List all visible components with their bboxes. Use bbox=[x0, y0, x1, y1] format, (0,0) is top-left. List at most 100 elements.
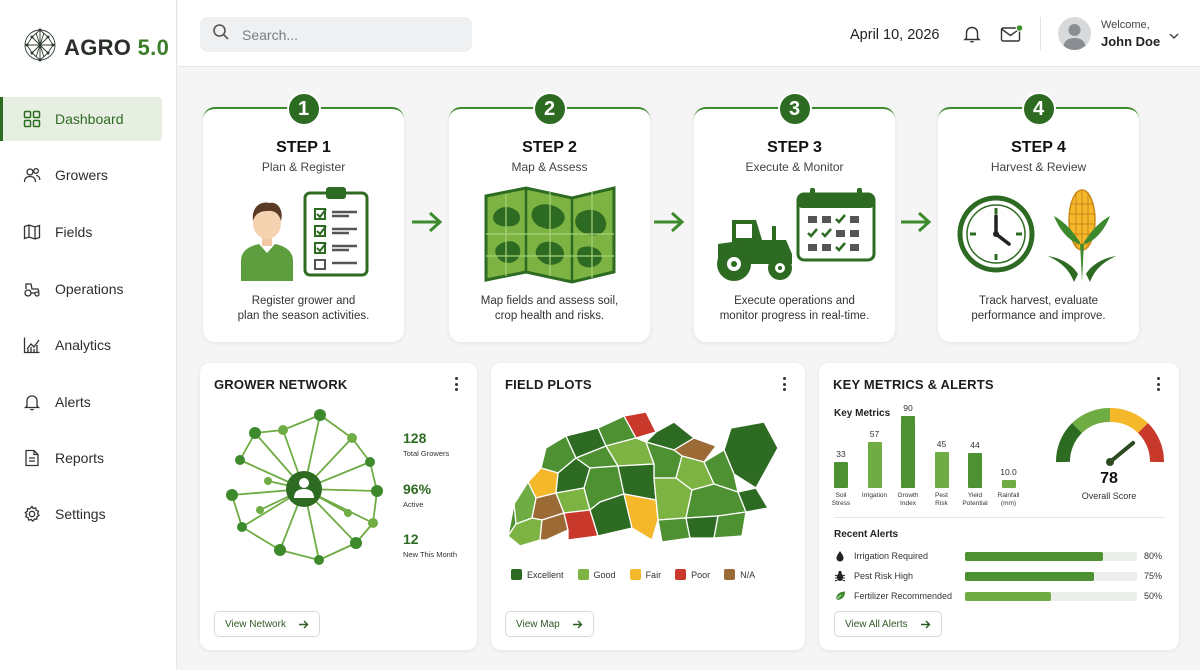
legend-item-good: Good bbox=[577, 569, 616, 580]
metric-value: 90 bbox=[903, 403, 913, 413]
divider bbox=[834, 517, 1165, 518]
step-card-4[interactable]: 4 STEP 4 Harvest & Review Track harvest,… bbox=[938, 92, 1139, 342]
alert-progress-bar bbox=[965, 591, 1137, 601]
alert-row-fertilizer[interactable]: Fertilizer Recommended 50% bbox=[834, 589, 1164, 603]
step-number: 3 bbox=[777, 92, 812, 126]
alert-label: Pest Risk High bbox=[854, 571, 914, 581]
sidebar-item-settings[interactable]: Settings bbox=[0, 492, 162, 536]
overall-score-value: 78 bbox=[1100, 470, 1118, 487]
more-options-icon[interactable] bbox=[449, 375, 463, 393]
active-label: Active bbox=[403, 500, 424, 509]
alert-percent: 50% bbox=[1144, 591, 1163, 601]
app-logo[interactable]: AGRO 5.0 bbox=[22, 27, 169, 68]
network-globe-icon bbox=[22, 27, 58, 68]
leaf-icon bbox=[834, 590, 846, 602]
new-this-month-value: 12 bbox=[403, 531, 419, 547]
view-all-alerts-button[interactable]: View All Alerts bbox=[834, 611, 942, 637]
step-title: STEP 2 bbox=[522, 139, 577, 156]
step-number: 4 bbox=[1021, 92, 1056, 126]
sidebar-item-label: Reports bbox=[55, 450, 105, 466]
metric-bar[interactable] bbox=[934, 452, 949, 488]
metric-bar[interactable] bbox=[834, 462, 848, 488]
sidebar-item-reports[interactable]: Reports bbox=[0, 436, 162, 480]
map-icon bbox=[23, 223, 41, 241]
legend-item-fair: Fair bbox=[629, 569, 661, 580]
alert-percent: 75% bbox=[1144, 571, 1163, 581]
field-plots-map bbox=[507, 411, 779, 547]
metric-label: Irrigation bbox=[861, 492, 888, 499]
sidebar-item-fields[interactable]: Fields bbox=[0, 210, 162, 254]
alert-progress-bar bbox=[965, 551, 1137, 561]
tractor-calendar-illustration bbox=[694, 181, 895, 286]
new-this-month-label: New This Month bbox=[403, 550, 458, 559]
sidebar-item-growers[interactable]: Growers bbox=[0, 153, 162, 197]
step-card-3[interactable]: 3 STEP 3 Execute & Monitor Execute opera… bbox=[694, 92, 895, 342]
sidebar-item-label: Analytics bbox=[55, 337, 112, 353]
mail-icon[interactable] bbox=[1000, 23, 1024, 50]
alert-percent: 80% bbox=[1144, 551, 1163, 561]
notifications-bell-icon[interactable] bbox=[962, 24, 982, 49]
arrow-right-icon bbox=[410, 210, 444, 239]
metric-label: Soil Stress bbox=[831, 492, 851, 507]
step-description: Track harvest, evaluate performance and … bbox=[971, 295, 1106, 322]
overall-score-label: Overall Score bbox=[1081, 491, 1137, 501]
sidebar-item-analytics[interactable]: Analytics bbox=[0, 323, 162, 367]
divider bbox=[1040, 17, 1041, 51]
step-card-2[interactable]: 2 STEP 2 Map & Assess Map fields and ass… bbox=[449, 92, 650, 342]
metric-bar[interactable] bbox=[1001, 480, 1016, 488]
arrow-right-icon bbox=[572, 620, 583, 628]
search-box[interactable] bbox=[200, 17, 472, 52]
view-map-button[interactable]: View Map bbox=[505, 611, 594, 637]
step-description: Map fields and assess soil, crop health … bbox=[480, 295, 619, 322]
alert-progress-fill bbox=[965, 551, 1103, 561]
metric-label: Growth Index bbox=[897, 492, 919, 507]
sidebar-item-label: Growers bbox=[55, 167, 108, 183]
sidebar-item-dashboard[interactable]: Dashboard bbox=[0, 97, 162, 141]
more-options-icon[interactable] bbox=[777, 375, 791, 393]
bug-icon bbox=[834, 570, 846, 582]
step-title: STEP 3 bbox=[767, 139, 822, 156]
step-subtitle: Execute & Monitor bbox=[745, 160, 844, 174]
metric-value: 10.0 bbox=[1000, 467, 1017, 477]
chart-icon bbox=[23, 336, 41, 354]
sidebar-item-label: Settings bbox=[55, 506, 106, 522]
step-subtitle: Harvest & Review bbox=[990, 160, 1087, 174]
total-growers-value: 128 bbox=[403, 430, 427, 446]
step-subtitle: Plan & Register bbox=[261, 160, 346, 174]
welcome-text: Welcome, bbox=[1101, 19, 1150, 31]
chevron-down-icon[interactable] bbox=[1168, 28, 1180, 46]
step-card-1[interactable]: 1 STEP 1 Plan & Register Register grower… bbox=[203, 92, 404, 342]
alert-row-pest-risk[interactable]: Pest Risk High 75% bbox=[834, 569, 1164, 583]
avatar[interactable] bbox=[1058, 17, 1091, 50]
sidebar-item-operations[interactable]: Operations bbox=[0, 267, 162, 311]
sidebar: AGRO 5.0 Dashboard Growers Fields Operat… bbox=[0, 0, 177, 670]
total-growers-label: Total Growers bbox=[403, 449, 450, 458]
metric-bar[interactable] bbox=[968, 453, 982, 488]
user-name[interactable]: John Doe bbox=[1101, 34, 1161, 49]
clock-corn-illustration bbox=[938, 181, 1139, 286]
metric-bar[interactable] bbox=[901, 416, 915, 488]
more-options-icon[interactable] bbox=[1151, 375, 1165, 393]
sidebar-item-label: Alerts bbox=[55, 394, 91, 410]
overall-score-gauge bbox=[1056, 408, 1164, 466]
step-subtitle: Map & Assess bbox=[511, 160, 588, 174]
view-network-button[interactable]: View Network bbox=[214, 611, 320, 637]
users-icon bbox=[23, 166, 41, 184]
gauge-needle bbox=[1108, 440, 1136, 464]
app-name: AGRO 5.0 bbox=[64, 34, 170, 60]
metric-bar[interactable] bbox=[867, 442, 882, 488]
alert-row-irrigation[interactable]: Irrigation Required 80% bbox=[834, 549, 1164, 563]
key-metrics-card: KEY METRICS & ALERTS Key Metrics 33 Soil S… bbox=[819, 363, 1179, 650]
arrow-right-icon bbox=[298, 620, 309, 628]
alert-progress-fill bbox=[965, 571, 1094, 581]
arrow-right-icon bbox=[899, 210, 933, 239]
gear-icon bbox=[23, 505, 41, 523]
arrow-right-icon bbox=[652, 210, 686, 239]
field-plots-card: FIELD PLOTS bbox=[491, 363, 805, 650]
active-value: 96% bbox=[403, 481, 432, 497]
metric-value: 44 bbox=[970, 440, 980, 450]
sidebar-item-alerts[interactable]: Alerts bbox=[0, 380, 162, 424]
search-input[interactable] bbox=[242, 26, 442, 43]
alert-label: Irrigation Required bbox=[854, 551, 929, 561]
folded-map-illustration bbox=[449, 181, 650, 286]
